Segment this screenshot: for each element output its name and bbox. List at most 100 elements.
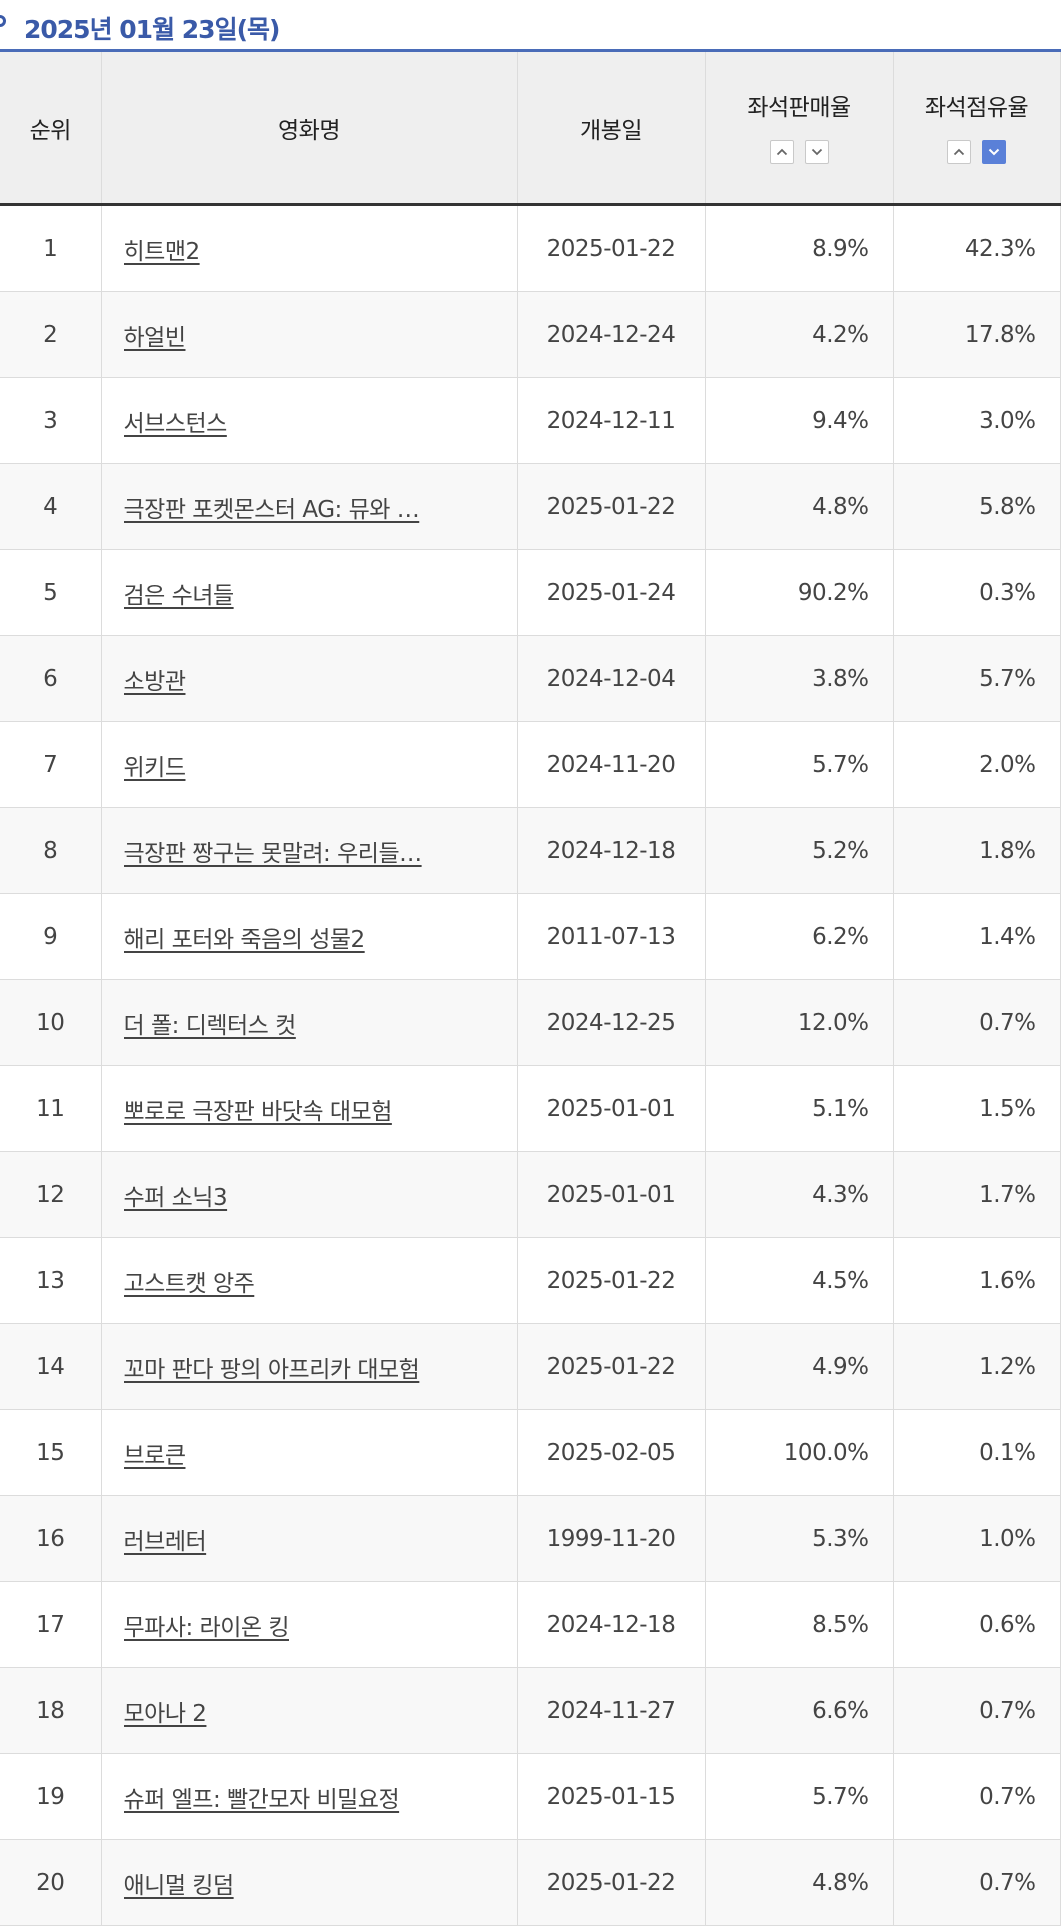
release-date-cell: 2025-01-01 bbox=[517, 1065, 706, 1152]
rank-cell: 17 bbox=[0, 1581, 102, 1668]
movie-name-cell: 검은 수녀들 bbox=[101, 549, 518, 636]
release-date-cell: 2025-01-22 bbox=[517, 1237, 706, 1324]
movie-title-link[interactable]: 꼬마 판다 팡의 아프리카 대모험 bbox=[123, 1356, 420, 1383]
seat-sales-rate-cell: 4.5% bbox=[705, 1237, 894, 1324]
seat-sales-rate-cell: 5.3% bbox=[705, 1495, 894, 1582]
seat-sales-rate-cell: 6.6% bbox=[705, 1667, 894, 1754]
release-date-cell: 1999-11-20 bbox=[517, 1495, 706, 1582]
seat-sales-rate-cell: 4.8% bbox=[705, 1839, 894, 1926]
seat-sales-rate-cell: 3.8% bbox=[705, 635, 894, 722]
movie-name-cell: 슈퍼 엘프: 빨간모자 비밀요정 bbox=[101, 1753, 518, 1840]
table-row: 2 하얼빈 2024-12-24 4.2% 17.8% bbox=[0, 291, 1061, 378]
column-header-rank: 순위 bbox=[0, 50, 102, 206]
movie-title-link[interactable]: 서브스턴스 bbox=[123, 410, 228, 437]
movie-title-link[interactable]: 검은 수녀들 bbox=[123, 582, 235, 609]
movie-name-cell: 꼬마 판다 팡의 아프리카 대모험 bbox=[101, 1323, 518, 1410]
seat-sales-rate-cell: 5.2% bbox=[705, 807, 894, 894]
movie-name-cell: 히트맨2 bbox=[101, 204, 518, 292]
movie-title-link[interactable]: 극장판 포켓몬스터 AG: 뮤와 … bbox=[123, 496, 420, 523]
rank-cell: 16 bbox=[0, 1495, 102, 1582]
release-date-cell: 2024-12-18 bbox=[517, 807, 706, 894]
table-row: 12 수퍼 소닉3 2025-01-01 4.3% 1.7% bbox=[0, 1151, 1061, 1238]
table-row: 18 모아나 2 2024-11-27 6.6% 0.7% bbox=[0, 1667, 1061, 1754]
rank-cell: 4 bbox=[0, 463, 102, 550]
table-row: 7 위키드 2024-11-20 5.7% 2.0% bbox=[0, 721, 1061, 808]
release-date-cell: 2025-01-22 bbox=[517, 1323, 706, 1410]
release-date-cell: 2025-01-22 bbox=[517, 1839, 706, 1926]
rank-cell: 1 bbox=[0, 204, 102, 292]
movie-title-link[interactable]: 모아나 2 bbox=[123, 1700, 207, 1727]
sales-sort-desc-button[interactable] bbox=[804, 139, 829, 164]
occupancy-sort-desc-button[interactable] bbox=[982, 139, 1006, 164]
movie-title-link[interactable]: 고스트캣 앙주 bbox=[123, 1270, 255, 1297]
movie-title-link[interactable]: 더 폴: 디렉터스 컷 bbox=[123, 1012, 297, 1039]
table-row: 14 꼬마 판다 팡의 아프리카 대모험 2025-01-22 4.9% 1.2% bbox=[0, 1323, 1061, 1410]
date-header: 2025년 01월 23일(목) bbox=[0, 0, 1061, 50]
seat-occupancy-rate-cell: 17.8% bbox=[893, 291, 1061, 378]
movie-name-cell: 브로큰 bbox=[101, 1409, 518, 1496]
rank-cell: 14 bbox=[0, 1323, 102, 1410]
movie-title-link[interactable]: 소방관 bbox=[123, 668, 186, 695]
movie-title-link[interactable]: 해리 포터와 죽음의 성물2 bbox=[123, 926, 366, 953]
movie-name-cell: 러브레터 bbox=[101, 1495, 518, 1582]
movie-title-link[interactable]: 하얼빈 bbox=[123, 324, 186, 351]
table-row: 17 무파사: 라이온 킹 2024-12-18 8.5% 0.6% bbox=[0, 1581, 1061, 1668]
table-row: 15 브로큰 2025-02-05 100.0% 0.1% bbox=[0, 1409, 1061, 1496]
seat-occupancy-rate-cell: 5.8% bbox=[893, 463, 1061, 550]
table-row: 1 히트맨2 2025-01-22 8.9% 42.3% bbox=[0, 204, 1061, 292]
release-date-cell: 2024-12-11 bbox=[517, 377, 706, 464]
rank-cell: 7 bbox=[0, 721, 102, 808]
rank-cell: 2 bbox=[0, 291, 102, 378]
seat-sales-rate-cell: 90.2% bbox=[705, 549, 894, 636]
sales-sort-asc-button[interactable] bbox=[769, 139, 794, 164]
movie-title-link[interactable]: 무파사: 라이온 킹 bbox=[123, 1614, 290, 1641]
seat-sales-rate-cell: 8.9% bbox=[705, 204, 894, 292]
movie-title-link[interactable]: 브로큰 bbox=[123, 1442, 186, 1469]
column-header-occupancy-label: 좌석점유율 bbox=[924, 94, 1029, 121]
rank-cell: 9 bbox=[0, 893, 102, 980]
rank-cell: 15 bbox=[0, 1409, 102, 1496]
seat-sales-rate-cell: 6.2% bbox=[705, 893, 894, 980]
movie-title-link[interactable]: 수퍼 소닉3 bbox=[123, 1184, 228, 1211]
table-row: 10 더 폴: 디렉터스 컷 2024-12-25 12.0% 0.7% bbox=[0, 979, 1061, 1066]
seat-occupancy-rate-cell: 0.3% bbox=[893, 549, 1061, 636]
movie-title-link[interactable]: 애니멀 킹덤 bbox=[123, 1872, 235, 1899]
movie-title-link[interactable]: 러브레터 bbox=[123, 1528, 207, 1555]
movie-name-cell: 모아나 2 bbox=[101, 1667, 518, 1754]
release-date-cell: 2024-12-25 bbox=[517, 979, 706, 1066]
rank-cell: 20 bbox=[0, 1839, 102, 1926]
movie-title-link[interactable]: 뽀로로 극장판 바닷속 대모험 bbox=[123, 1098, 393, 1125]
column-header-occupancy: 좌석점유율 bbox=[893, 50, 1061, 206]
table-row: 20 애니멀 킹덤 2025-01-22 4.8% 0.7% bbox=[0, 1839, 1061, 1926]
occupancy-sort-asc-button[interactable] bbox=[947, 139, 971, 164]
movie-title-link[interactable]: 위키드 bbox=[123, 754, 186, 781]
movie-title-link[interactable]: 슈퍼 엘프: 빨간모자 비밀요정 bbox=[123, 1786, 400, 1813]
table-row: 11 뽀로로 극장판 바닷속 대모험 2025-01-01 5.1% 1.5% bbox=[0, 1065, 1061, 1152]
release-date-cell: 2024-12-24 bbox=[517, 291, 706, 378]
table-row: 13 고스트캣 앙주 2025-01-22 4.5% 1.6% bbox=[0, 1237, 1061, 1324]
rank-cell: 5 bbox=[0, 549, 102, 636]
seat-sales-rate-cell: 4.8% bbox=[705, 463, 894, 550]
seat-sales-rate-cell: 5.7% bbox=[705, 1753, 894, 1840]
movie-title-link[interactable]: 극장판 짱구는 못말려: 우리들… bbox=[123, 840, 423, 867]
release-date-cell: 2024-12-18 bbox=[517, 1581, 706, 1668]
rank-cell: 10 bbox=[0, 979, 102, 1066]
rank-cell: 6 bbox=[0, 635, 102, 722]
circle-bullet-icon bbox=[0, 15, 6, 27]
movie-name-cell: 서브스턴스 bbox=[101, 377, 518, 464]
table-row: 9 해리 포터와 죽음의 성물2 2011-07-13 6.2% 1.4% bbox=[0, 893, 1061, 980]
table-row: 8 극장판 짱구는 못말려: 우리들… 2024-12-18 5.2% 1.8% bbox=[0, 807, 1061, 894]
movie-name-cell: 극장판 짱구는 못말려: 우리들… bbox=[101, 807, 518, 894]
table-row: 3 서브스턴스 2024-12-11 9.4% 3.0% bbox=[0, 377, 1061, 464]
movie-title-link[interactable]: 히트맨2 bbox=[123, 238, 201, 265]
occupancy-sort-controls bbox=[894, 139, 1060, 164]
chevron-up-icon bbox=[953, 148, 965, 155]
release-date-cell: 2025-01-01 bbox=[517, 1151, 706, 1238]
table-row: 19 슈퍼 엘프: 빨간모자 비밀요정 2025-01-15 5.7% 0.7% bbox=[0, 1753, 1061, 1840]
seat-sales-rate-cell: 4.3% bbox=[705, 1151, 894, 1238]
release-date-cell: 2011-07-13 bbox=[517, 893, 706, 980]
seat-occupancy-rate-cell: 0.7% bbox=[893, 979, 1061, 1066]
seat-sales-rate-cell: 4.9% bbox=[705, 1323, 894, 1410]
column-header-sales-label: 좌석판매율 bbox=[747, 94, 851, 121]
column-header-release: 개봉일 bbox=[517, 50, 706, 206]
